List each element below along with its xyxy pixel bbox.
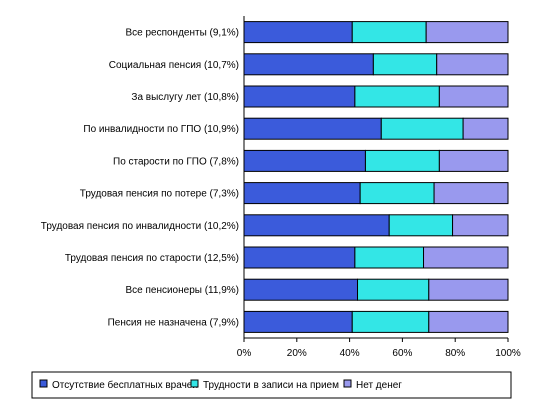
bar-segment-6-1 [388,214,454,237]
bar-segment-7-2 [423,246,509,269]
category-label: Пенсия не назначена (7,9%) [108,317,239,328]
bar-segment-8-2 [428,278,509,301]
legend-swatch [39,379,48,388]
legend-label: Трудности в записи на прием [203,380,339,391]
legend: Отсутствие бесплатных врачей Трудности в … [31,371,512,399]
bar-segment-9-1 [351,310,430,333]
category-label: Все пенсионеры (11,9%) [125,285,239,296]
bar-segment-8-1 [357,278,430,301]
legend-swatch [190,379,199,388]
bar-segment-4-2 [438,149,509,172]
x-tick-label: 100% [495,348,521,359]
bar-segment-6-0 [243,214,390,237]
x-tick-label: 60% [392,348,412,359]
category-label: Трудовая пенсия по инвалидности (10,2%) [41,221,239,232]
bar-segment-1-1 [372,53,438,76]
bar-segment-0-1 [351,21,427,44]
bar-segment-0-2 [425,21,509,44]
bar-segment-5-0 [243,182,361,205]
category-label: За выслугу лет (10,8%) [131,92,239,103]
bar-segment-9-0 [243,310,353,333]
bar-segment-2-0 [243,85,356,108]
legend-label: Нет денег [356,380,402,391]
bar-segment-3-1 [380,117,464,140]
bar-segment-1-2 [436,53,509,76]
x-axis: 0% 20% 40% 60% 80% 100% [237,16,521,359]
category-label: Трудовая пенсия по старости (12,5%) [65,253,239,264]
x-tick-label: 0% [237,348,252,359]
x-tick-label: 80% [445,348,465,359]
bar-segment-5-2 [433,182,509,205]
legend-label: Отсутствие бесплатных врачей [52,379,198,391]
x-tick-label: 20% [287,348,307,359]
bar-segment-7-0 [243,246,356,269]
bars-layer [243,21,509,333]
legend-box [31,371,512,399]
bar-segment-4-0 [243,149,366,172]
bar-segment-8-0 [243,278,359,301]
bar-segment-3-0 [243,117,382,140]
legend-swatch [343,379,352,388]
bar-segment-0-0 [243,21,353,44]
category-label: Трудовая пенсия по потере (7,3%) [80,189,239,200]
bar-segment-2-2 [438,85,509,108]
bar-segment-3-2 [462,117,509,140]
bar-segment-4-1 [364,149,440,172]
bar-segment-7-1 [354,246,425,269]
bar-segment-1-0 [243,53,374,76]
x-tick-label: 40% [340,348,360,359]
bar-segment-2-1 [354,85,440,108]
bar-segment-6-2 [452,214,509,237]
category-label: По инвалидности по ГПО (10,9%) [83,124,239,135]
category-label: Социальная пенсия (10,7%) [109,60,239,71]
bar-segment-9-2 [428,310,509,333]
bar-segment-5-1 [359,182,435,205]
category-label: Все респонденты (9,1%) [125,28,239,39]
category-label: По старости по ГПО (7,8%) [113,156,239,167]
category-labels: Все респонденты (9,1%) Социальная пенсия … [41,28,239,329]
